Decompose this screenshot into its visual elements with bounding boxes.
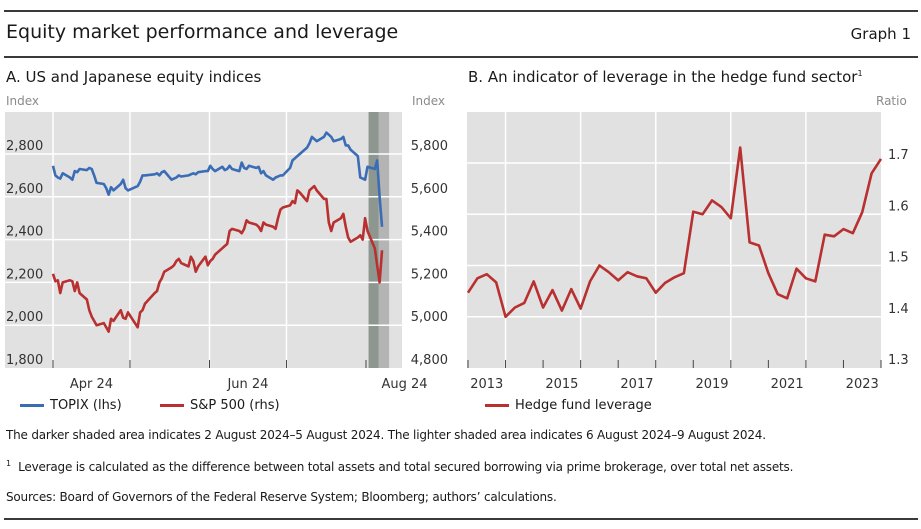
panel-a-left-unit: Index — [6, 94, 40, 108]
legend-sp500-swatch — [160, 404, 184, 407]
legend-topix-swatch — [20, 404, 44, 407]
title-rule — [4, 56, 918, 58]
panel-b-title: B. An indicator of leverage in the hedge… — [468, 68, 863, 86]
top-rule — [4, 10, 918, 12]
panel-a-right-tick-label: 4,800 — [411, 353, 448, 368]
legend-sp500-label: S&P 500 (rhs) — [190, 398, 280, 413]
panel-a-right-tick-label: 5,800 — [411, 139, 448, 154]
panel-b-chart: 1.3 1.4 1.5 1.6 1.7 2013 2015 2017 2019 2021 2023 — [466, 112, 909, 392]
panel-b-x-tick-label: 2017 — [620, 377, 653, 392]
panel-b-plot-area — [467, 112, 881, 368]
legend-topix-label: TOPIX (lhs) — [50, 398, 122, 413]
sources-note: Sources: Board of Governors of the Feder… — [6, 490, 557, 504]
panel-b-title-text: B. An indicator of leverage in the hedge… — [468, 68, 858, 86]
panel-a-left-tick-label: 2,400 — [6, 225, 43, 240]
panel-b-tick-label: 1.7 — [888, 148, 909, 163]
legend-sp500: S&P 500 (rhs) — [160, 398, 280, 413]
panel-b-x-tick-label: 2019 — [695, 377, 728, 392]
footnote-mark: 1 — [6, 459, 11, 468]
footnote: 1 Leverage is calculated as the differen… — [6, 459, 793, 474]
panel-b-tick-label: 1.4 — [888, 302, 909, 317]
panel-b-x-tick-label: 2015 — [545, 377, 578, 392]
footnote-text: Leverage is calculated as the difference… — [18, 460, 794, 474]
panel-a-right-tick-label: 5,000 — [411, 310, 448, 325]
panel-a-title: A. US and Japanese equity indices — [6, 68, 262, 86]
panel-a-right-unit: Index — [412, 94, 446, 108]
panel-b-x-tick-label: 2021 — [771, 377, 804, 392]
legend-topix: TOPIX (lhs) — [20, 398, 122, 413]
panel-a-left-tick-label: 2,800 — [6, 139, 43, 154]
panel-b-tick-label: 1.6 — [888, 199, 909, 214]
panel-a-left-tick-label: 2,600 — [6, 182, 43, 197]
panel-a-x-tick-label: Aug 24 — [381, 377, 427, 392]
shading-note: The darker shaded area indicates 2 Augus… — [6, 428, 766, 442]
panel-a-chart: 1,800 4,800 2,000 5,000 2,200 5,200 2,400 5,400… — [5, 112, 448, 392]
panel-a-x-tick-label: Apr 24 — [70, 377, 113, 392]
panel-a-x-tick-label: Jun 24 — [226, 377, 268, 392]
panel-b-x-tick-label: 2023 — [846, 377, 879, 392]
topix-line — [51, 131, 384, 227]
panel-b-unit: Ratio — [876, 94, 907, 108]
hedge-fund-leverage-line — [466, 146, 883, 319]
panel-a-right-tick-label: 5,400 — [411, 225, 448, 240]
sp500-line — [51, 184, 384, 333]
panel-a-left-tick-label: 2,200 — [6, 267, 43, 282]
panel-b-footnote-mark: 1 — [857, 69, 863, 78]
figure-title: Equity market performance and leverage — [6, 21, 399, 43]
legend-hedge-swatch — [485, 404, 509, 407]
panel-a-right-tick-label: 5,600 — [411, 182, 448, 197]
bottom-rule — [4, 518, 918, 520]
panel-b-tick-label: 1.5 — [888, 251, 909, 266]
panel-a-left-tick-label: 2,000 — [6, 310, 43, 325]
panel-b-x-tick-label: 2013 — [470, 377, 503, 392]
graph-number: Graph 1 — [850, 25, 911, 43]
legend-hedge: Hedge fund leverage — [485, 398, 652, 413]
legend-hedge-label: Hedge fund leverage — [515, 398, 652, 413]
panel-b-tick-label: 1.3 — [888, 353, 909, 368]
panel-a-left-tick-label: 1,800 — [6, 353, 43, 368]
panel-a-right-tick-label: 5,200 — [411, 267, 448, 282]
